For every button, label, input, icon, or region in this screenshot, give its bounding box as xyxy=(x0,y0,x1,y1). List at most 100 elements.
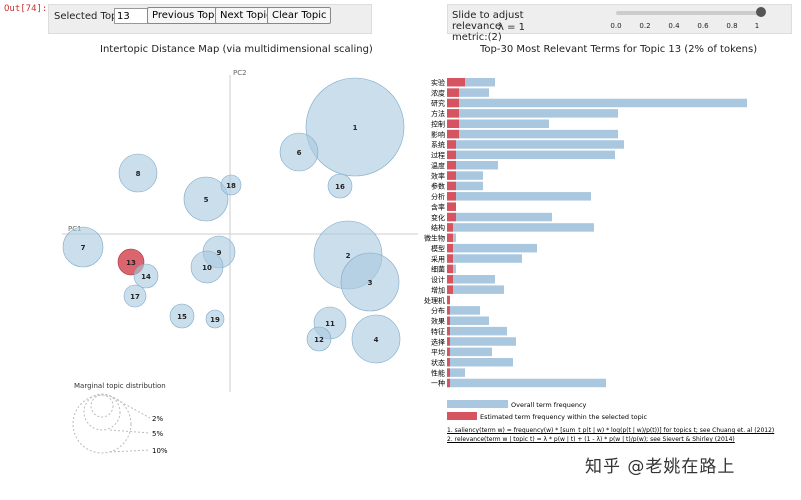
topic-frequency-bar[interactable] xyxy=(447,160,456,170)
topic-bubble-19[interactable] xyxy=(205,309,225,329)
overall-frequency-bar[interactable] xyxy=(447,378,606,388)
overall-frequency-bar[interactable] xyxy=(447,192,591,201)
topic-bubble-8[interactable] xyxy=(118,153,158,193)
topic-bubble-16[interactable] xyxy=(327,173,353,199)
term-label[interactable]: 浓度 xyxy=(431,88,445,97)
topic-frequency-bar[interactable] xyxy=(447,306,450,315)
topic-bubble-14[interactable] xyxy=(133,263,159,289)
topic-frequency-bar[interactable] xyxy=(447,275,453,284)
topic-frequency-bar[interactable] xyxy=(447,88,459,97)
term-label[interactable]: 含率 xyxy=(431,202,445,211)
term-label[interactable]: 参数 xyxy=(431,182,445,191)
topic-frequency-bar[interactable] xyxy=(447,316,450,326)
topic-frequency-bar[interactable] xyxy=(447,243,453,253)
term-label[interactable]: 变化 xyxy=(431,213,445,222)
term-label[interactable]: 特征 xyxy=(431,327,445,336)
term-label[interactable]: 选择 xyxy=(431,337,445,346)
term-label[interactable]: 结构 xyxy=(431,223,445,232)
topic-frequency-bar[interactable] xyxy=(447,285,453,294)
term-label[interactable]: 实验 xyxy=(431,78,445,87)
overall-frequency-bar[interactable] xyxy=(447,98,747,108)
term-label[interactable]: 细菌 xyxy=(431,265,445,274)
overall-frequency-bar[interactable] xyxy=(447,181,483,191)
topic-frequency-bar[interactable] xyxy=(447,357,450,367)
overall-frequency-bar[interactable] xyxy=(447,347,492,357)
topic-bubble-7[interactable] xyxy=(62,226,104,268)
overall-frequency-bar[interactable] xyxy=(447,306,480,315)
term-label[interactable]: 平均 xyxy=(431,348,445,357)
topic-bubble-6[interactable] xyxy=(279,132,319,172)
topic-bubble-18[interactable] xyxy=(220,174,242,196)
overall-frequency-bar[interactable] xyxy=(447,119,549,128)
topic-bubble-4[interactable] xyxy=(351,314,401,364)
topic-frequency-bar[interactable] xyxy=(447,150,456,160)
overall-frequency-bar[interactable] xyxy=(447,254,522,263)
overall-frequency-bar[interactable] xyxy=(447,357,513,367)
term-label[interactable]: 过程 xyxy=(431,151,445,160)
overall-frequency-bar[interactable] xyxy=(447,326,507,336)
term-label[interactable]: 方法 xyxy=(431,109,445,118)
topic-frequency-bar[interactable] xyxy=(447,223,453,232)
term-label[interactable]: 增加 xyxy=(431,285,445,294)
overall-frequency-bar[interactable] xyxy=(447,160,498,170)
topic-frequency-bar[interactable] xyxy=(447,181,456,191)
topic-frequency-bar[interactable] xyxy=(447,368,450,377)
term-label[interactable]: 控制 xyxy=(431,119,445,128)
reference-relevance[interactable]: 2. relevance(term w | topic t) = λ * p(w… xyxy=(447,436,735,443)
slider-handle[interactable] xyxy=(756,7,766,17)
term-label[interactable]: 性能 xyxy=(431,368,445,377)
topic-frequency-bar[interactable] xyxy=(447,109,459,118)
overall-frequency-bar[interactable] xyxy=(447,78,495,87)
overall-frequency-bar[interactable] xyxy=(447,171,483,180)
overall-frequency-bar[interactable] xyxy=(447,150,615,160)
overall-frequency-bar[interactable] xyxy=(447,368,465,377)
topic-frequency-bar[interactable] xyxy=(447,337,450,346)
overall-frequency-bar[interactable] xyxy=(447,316,489,326)
topic-frequency-bar[interactable] xyxy=(447,254,453,263)
topic-frequency-bar[interactable] xyxy=(447,295,450,305)
overall-frequency-bar[interactable] xyxy=(447,285,504,294)
term-label[interactable]: 状态 xyxy=(431,358,445,367)
topic-bubble-12[interactable] xyxy=(306,326,332,352)
reference-saliency[interactable]: 1. saliency(term w) = frequency(w) * [su… xyxy=(447,427,775,434)
topic-frequency-bar[interactable] xyxy=(447,78,465,87)
term-label[interactable]: 分布 xyxy=(431,306,445,315)
selected-topic-input[interactable] xyxy=(114,8,148,24)
term-label[interactable]: 影响 xyxy=(431,130,445,139)
term-label[interactable]: 温度 xyxy=(431,161,445,170)
topic-bubble-15[interactable] xyxy=(169,303,195,329)
term-label[interactable]: 微生物 xyxy=(424,234,445,243)
term-label[interactable]: 研究 xyxy=(431,99,445,108)
term-label[interactable]: 采用 xyxy=(431,254,445,263)
term-label[interactable]: 模型 xyxy=(431,244,445,253)
term-label[interactable]: 效率 xyxy=(431,171,445,180)
overall-frequency-bar[interactable] xyxy=(447,129,618,139)
overall-frequency-bar[interactable] xyxy=(447,223,594,232)
topic-frequency-bar[interactable] xyxy=(447,347,450,357)
term-label[interactable]: 分析 xyxy=(431,192,445,201)
previous-topic-button[interactable]: Previous Topic xyxy=(147,7,228,24)
term-label[interactable]: 处理机 xyxy=(424,296,445,305)
topic-frequency-bar[interactable] xyxy=(447,202,456,211)
topic-frequency-bar[interactable] xyxy=(447,98,459,108)
topic-frequency-bar[interactable] xyxy=(447,192,456,201)
topic-bubble-17[interactable] xyxy=(123,284,147,308)
overall-frequency-bar[interactable] xyxy=(447,243,537,253)
topic-bubble-5[interactable] xyxy=(183,176,229,222)
overall-frequency-bar[interactable] xyxy=(447,212,552,222)
topic-bubble-1[interactable] xyxy=(305,77,405,177)
overall-frequency-bar[interactable] xyxy=(447,275,495,284)
topic-frequency-bar[interactable] xyxy=(447,129,459,139)
topic-frequency-bar[interactable] xyxy=(447,119,459,128)
term-label[interactable]: 一种 xyxy=(431,379,445,388)
overall-frequency-bar[interactable] xyxy=(447,140,624,149)
clear-topic-button[interactable]: Clear Topic xyxy=(267,7,332,24)
topic-frequency-bar[interactable] xyxy=(447,378,450,388)
topic-frequency-bar[interactable] xyxy=(447,326,450,336)
topic-frequency-bar[interactable] xyxy=(447,264,453,274)
overall-frequency-bar[interactable] xyxy=(447,109,618,118)
topic-frequency-bar[interactable] xyxy=(447,233,453,243)
topic-frequency-bar[interactable] xyxy=(447,140,456,149)
next-topic-button[interactable]: Next Topic xyxy=(215,7,277,24)
overall-frequency-bar[interactable] xyxy=(447,337,516,346)
